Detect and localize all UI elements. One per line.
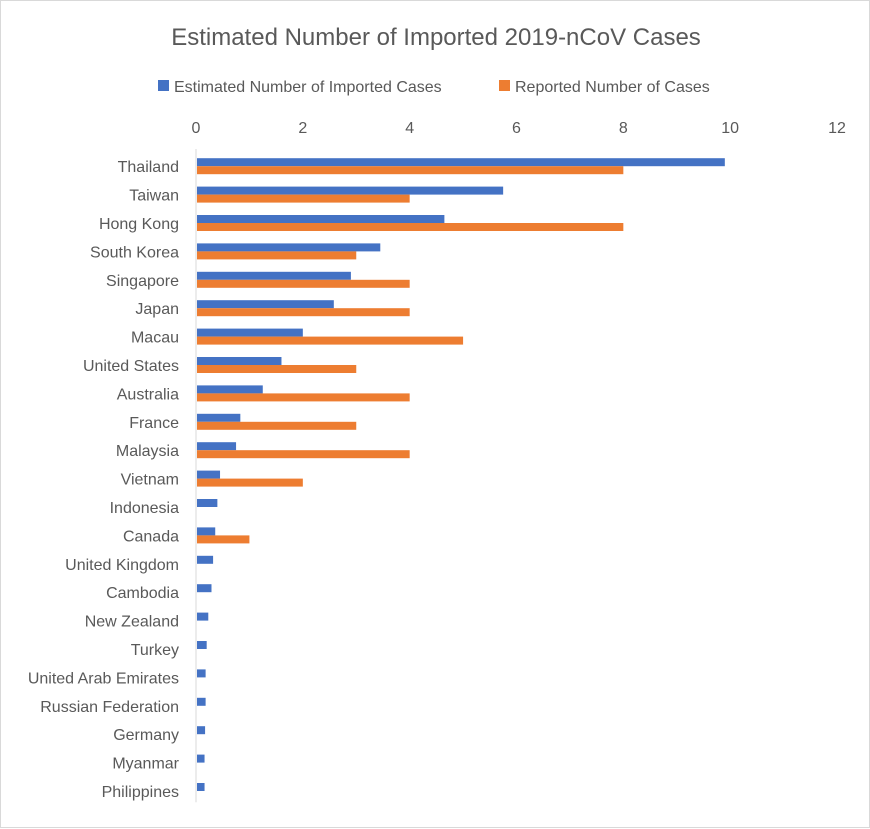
bar-reported — [197, 194, 410, 203]
category-label: Japan — [135, 301, 179, 318]
category-label: Indonesia — [110, 500, 179, 517]
category-label: Germany — [113, 727, 179, 744]
x-tick-label: 10 — [721, 120, 739, 137]
bar-reported — [197, 535, 250, 544]
category-label: Turkey — [131, 642, 179, 659]
bar-estimated — [197, 442, 237, 451]
legend-swatch-estimated — [158, 80, 169, 91]
bar-estimated — [197, 413, 241, 422]
bar-estimated — [197, 612, 209, 621]
legend-swatch-reported — [499, 80, 510, 91]
category-label: United Arab Emirates — [28, 670, 179, 687]
bar-estimated — [197, 783, 205, 791]
category-label: Philippines — [102, 784, 179, 801]
bar-reported — [197, 336, 464, 345]
category-label: Hong Kong — [99, 216, 179, 233]
bar-estimated — [197, 158, 725, 167]
category-label: Australia — [117, 386, 179, 403]
category-label: France — [129, 415, 179, 432]
bar-estimated — [197, 271, 351, 280]
bar-estimated — [197, 385, 263, 394]
bar-estimated — [197, 669, 206, 678]
bar-estimated — [197, 470, 221, 479]
category-label: Cambodia — [106, 585, 179, 602]
bar-reported — [197, 251, 357, 260]
category-label: South Korea — [90, 244, 179, 261]
x-tick-label: 6 — [512, 120, 521, 137]
bar-estimated — [197, 328, 303, 337]
legend-label-reported: Reported Number of Cases — [515, 79, 710, 96]
category-labels: Thailand Taiwan Hong Kong South Korea Singap… — [28, 159, 180, 801]
category-label: Vietnam — [121, 472, 179, 489]
bars — [197, 158, 725, 791]
bar-reported — [197, 365, 357, 373]
category-label: Taiwan — [129, 188, 179, 205]
bar-estimated — [197, 215, 445, 223]
bar-estimated — [197, 499, 218, 507]
category-label: Canada — [123, 528, 179, 545]
bar-reported — [197, 308, 410, 317]
x-axis-ticks: 0 2 4 6 8 10 12 — [192, 120, 846, 137]
category-label: Thailand — [118, 159, 179, 176]
bar-reported — [197, 223, 624, 231]
bar-reported — [197, 478, 303, 487]
category-label: Macau — [131, 330, 179, 347]
bar-reported — [197, 393, 410, 402]
category-label: Malaysia — [116, 443, 179, 460]
legend: Estimated Number of Imported Cases Repor… — [158, 79, 710, 96]
bar-reported — [197, 166, 624, 175]
x-tick-label: 2 — [298, 120, 307, 137]
category-label: Russian Federation — [40, 699, 179, 716]
category-label: United Kingdom — [65, 557, 179, 574]
x-tick-label: 0 — [192, 120, 201, 137]
bar-estimated — [197, 584, 212, 593]
x-tick-label: 8 — [619, 120, 628, 137]
bar-estimated — [197, 555, 214, 564]
legend-label-estimated: Estimated Number of Imported Cases — [174, 79, 442, 96]
bar-estimated — [197, 527, 216, 536]
category-label: United States — [83, 358, 179, 375]
category-label: Singapore — [106, 273, 179, 290]
category-label: Myanmar — [112, 756, 179, 773]
bar-reported — [197, 421, 357, 430]
bar-estimated — [197, 243, 381, 252]
bar-estimated — [197, 357, 282, 365]
bar-reported — [197, 279, 410, 288]
bar-estimated — [197, 186, 504, 195]
bar-estimated — [197, 641, 207, 649]
x-tick-label: 4 — [405, 120, 414, 137]
x-tick-label: 12 — [828, 120, 846, 137]
category-label: New Zealand — [85, 614, 179, 631]
bar-estimated — [197, 300, 334, 309]
bar-estimated — [197, 726, 206, 735]
chart-title: Estimated Number of Imported 2019-nCoV C… — [171, 24, 701, 51]
bar-estimated — [197, 754, 205, 763]
bar-estimated — [197, 697, 206, 706]
bar-reported — [197, 450, 410, 459]
